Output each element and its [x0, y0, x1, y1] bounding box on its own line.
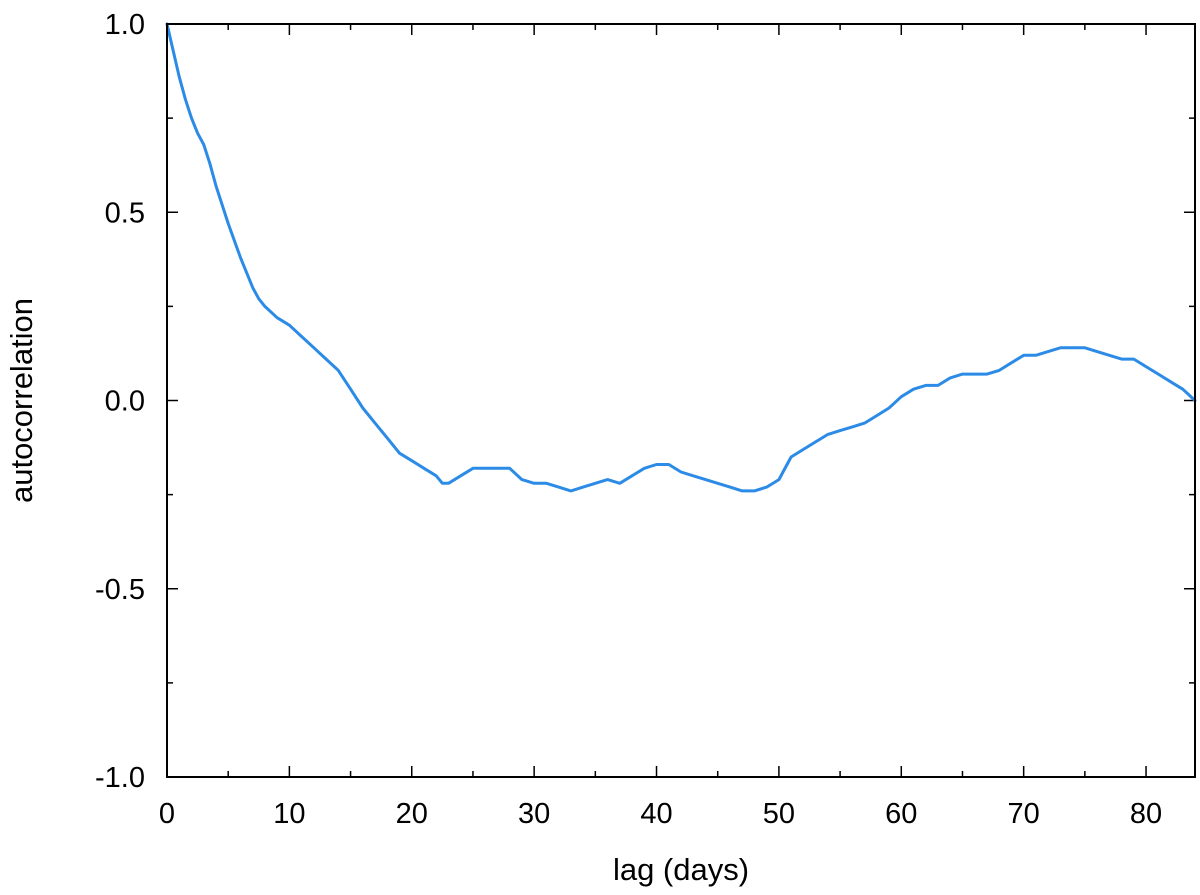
- x-tick-label: 0: [159, 798, 175, 830]
- plot-frame: [166, 23, 1196, 778]
- x-tick-label: 60: [885, 798, 917, 830]
- x-tick-label: 70: [1008, 798, 1040, 830]
- x-tick-label: 20: [396, 798, 428, 830]
- x-tick-label: 50: [763, 798, 795, 830]
- x-axis-label: lag (days): [613, 852, 749, 887]
- y-tick-label: 0.5: [105, 197, 145, 229]
- y-tick-label: -1.0: [95, 762, 145, 794]
- tick-labels: 0 10 20 30 40 50 60 70 80 -1.0 -0.5 0.0 0.5 1.0: [95, 9, 1162, 830]
- x-tick-label: 30: [518, 798, 550, 830]
- y-axis-label: autocorrelation: [4, 298, 39, 503]
- y-tick-label: -0.5: [95, 574, 145, 606]
- autocorrelation-line: [165, 22, 1197, 493]
- axis-ticks: [166, 23, 1195, 778]
- y-tick-label: 0.0: [105, 386, 145, 418]
- x-tick-label: 40: [640, 798, 672, 830]
- x-tick-label: 80: [1130, 798, 1162, 830]
- x-tick-label: 10: [273, 798, 305, 830]
- y-tick-label: 1.0: [105, 9, 145, 41]
